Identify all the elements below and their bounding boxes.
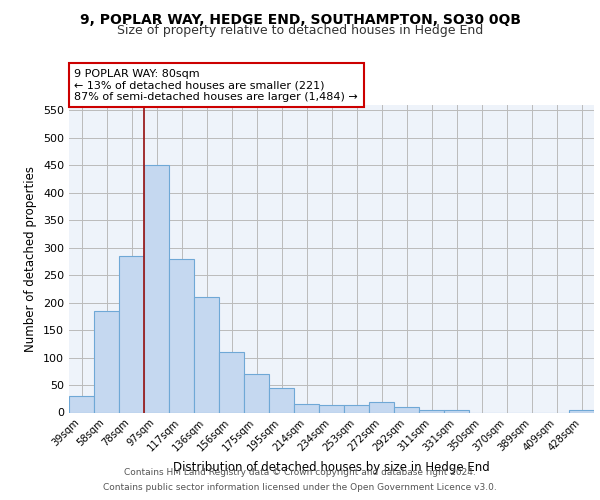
- Bar: [194, 297, 219, 412]
- Bar: [144, 166, 169, 412]
- Bar: [244, 374, 269, 412]
- Bar: [569, 410, 594, 412]
- Text: Contains HM Land Registry data © Crown copyright and database right 2024.: Contains HM Land Registry data © Crown c…: [124, 468, 476, 477]
- Bar: [219, 352, 244, 412]
- Text: 9, POPLAR WAY, HEDGE END, SOUTHAMPTON, SO30 0QB: 9, POPLAR WAY, HEDGE END, SOUTHAMPTON, S…: [79, 12, 521, 26]
- X-axis label: Distribution of detached houses by size in Hedge End: Distribution of detached houses by size …: [173, 462, 490, 474]
- Bar: [119, 256, 144, 412]
- Bar: [69, 396, 94, 412]
- Bar: [344, 406, 369, 412]
- Bar: [94, 311, 119, 412]
- Bar: [294, 404, 319, 412]
- Y-axis label: Number of detached properties: Number of detached properties: [25, 166, 37, 352]
- Bar: [319, 406, 344, 412]
- Bar: [369, 402, 394, 412]
- Bar: [419, 410, 444, 412]
- Bar: [169, 259, 194, 412]
- Text: Contains public sector information licensed under the Open Government Licence v3: Contains public sector information licen…: [103, 483, 497, 492]
- Bar: [269, 388, 294, 412]
- Bar: [444, 410, 469, 412]
- Text: 9 POPLAR WAY: 80sqm
← 13% of detached houses are smaller (221)
87% of semi-detac: 9 POPLAR WAY: 80sqm ← 13% of detached ho…: [74, 68, 358, 102]
- Bar: [394, 407, 419, 412]
- Text: Size of property relative to detached houses in Hedge End: Size of property relative to detached ho…: [117, 24, 483, 37]
